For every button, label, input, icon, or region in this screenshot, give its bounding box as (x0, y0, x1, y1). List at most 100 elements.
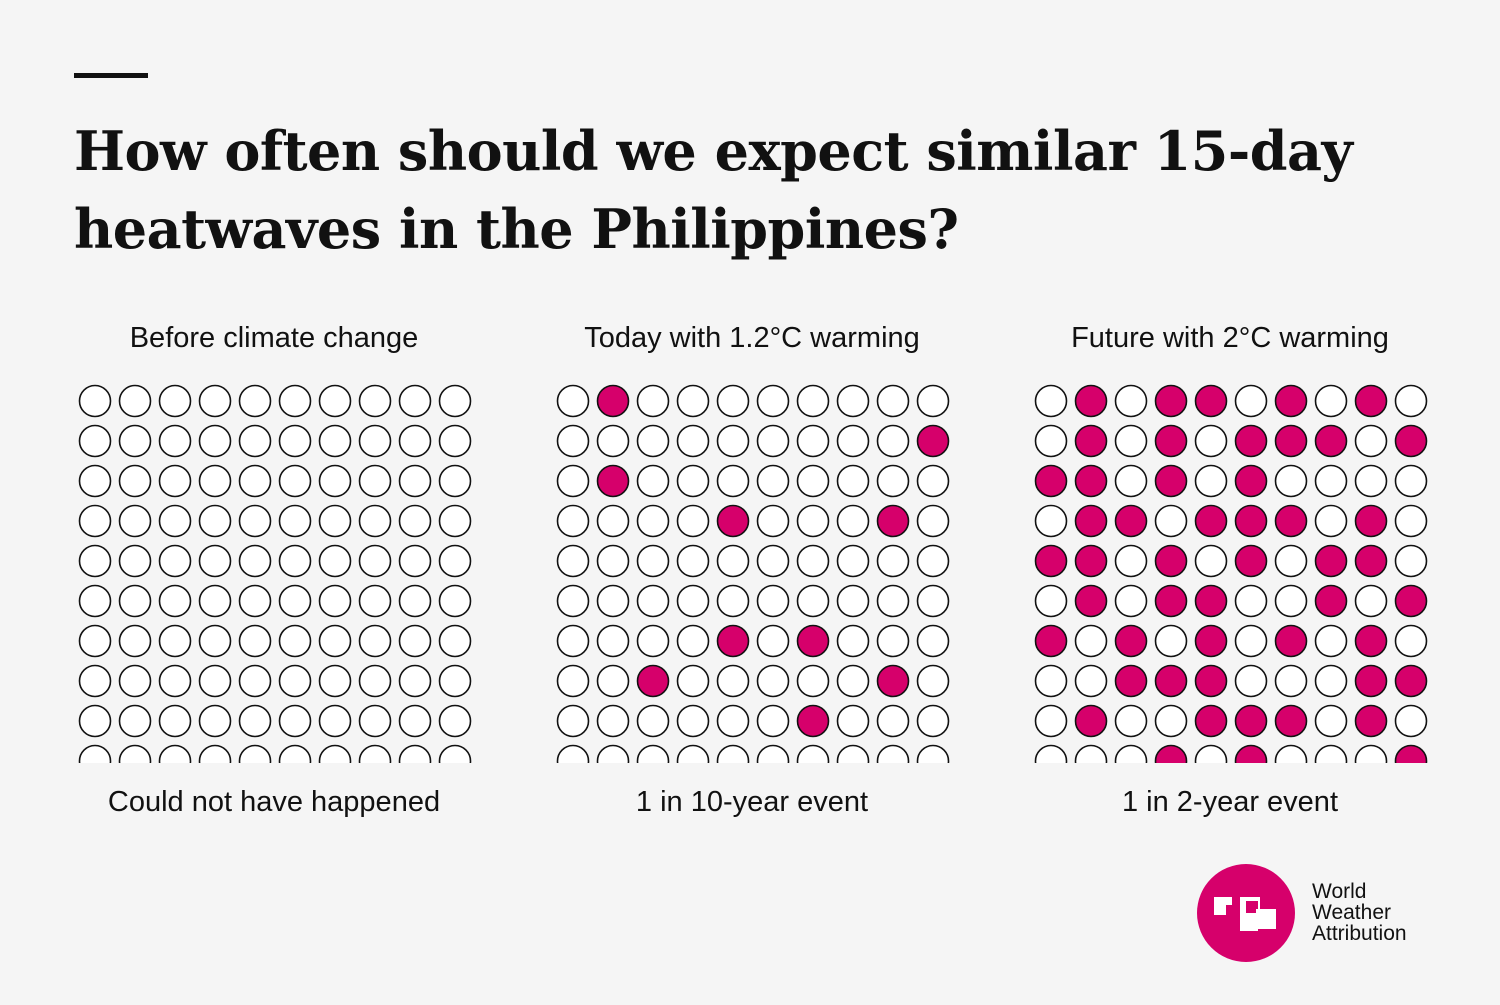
waffle-dot-empty (438, 464, 472, 498)
waffle-dot-filled (596, 384, 630, 418)
waffle-dot-empty (78, 424, 112, 458)
waffle-dot-empty (1114, 704, 1148, 738)
waffle-dot-empty (636, 624, 670, 658)
waffle-dot-empty (756, 384, 790, 418)
waffle-dot-filled (1274, 704, 1308, 738)
waffle-dot-empty (118, 504, 152, 538)
waffle-grid (78, 384, 472, 763)
waffle-dot-empty (796, 544, 830, 578)
waffle-dot-empty (1074, 664, 1108, 698)
waffle-dot-empty (756, 424, 790, 458)
waffle-dot-empty (596, 584, 630, 618)
waffle-dot-filled (796, 624, 830, 658)
waffle-dot-empty (756, 464, 790, 498)
waffle-dot-empty (118, 424, 152, 458)
waffle-dot-empty (1274, 744, 1308, 763)
waffle-dot-empty (836, 544, 870, 578)
panel-caption: Could not have happened (107, 786, 441, 818)
waffle-dot-empty (78, 384, 112, 418)
waffle-dot-filled (876, 664, 910, 698)
waffle-dot-empty (1194, 424, 1228, 458)
waffle-dot-empty (278, 504, 312, 538)
waffle-dot-empty (358, 624, 392, 658)
waffle-dot-empty (158, 584, 192, 618)
waffle-dot-empty (198, 424, 232, 458)
waffle-dot-empty (796, 464, 830, 498)
waffle-dot-empty (118, 584, 152, 618)
waffle-dot-filled (1274, 504, 1308, 538)
waffle-dot-empty (676, 424, 710, 458)
waffle-dot-empty (358, 744, 392, 763)
waffle-dot-empty (398, 744, 432, 763)
waffle-dot-empty (676, 584, 710, 618)
waffle-dot-empty (1274, 464, 1308, 498)
waffle-dot-filled (1354, 504, 1388, 538)
waffle-dot-filled (596, 464, 630, 498)
waffle-dot-empty (238, 544, 272, 578)
waffle-dot-filled (1154, 664, 1188, 698)
waffle-dot-empty (118, 464, 152, 498)
waffle-grid (556, 384, 950, 763)
waffle-dot-empty (1354, 584, 1388, 618)
waffle-dot-empty (836, 424, 870, 458)
waffle-dot-empty (596, 424, 630, 458)
waffle-dot-empty (916, 704, 950, 738)
waffle-dot-empty (1234, 384, 1268, 418)
panel-caption: 1 in 10-year event (635, 786, 869, 818)
waffle-dot-filled (1274, 384, 1308, 418)
panel-caption: 1 in 2-year event (1121, 786, 1338, 818)
waffle-dot-empty (1394, 384, 1428, 418)
waffle-dot-empty (238, 624, 272, 658)
waffle-dot-filled (1394, 584, 1428, 618)
waffle-dot-empty (398, 504, 432, 538)
waffle-dot-empty (1314, 664, 1348, 698)
waffle-dot-empty (636, 464, 670, 498)
waffle-dot-empty (278, 624, 312, 658)
waffle-dot-empty (158, 544, 192, 578)
waffle-dot-filled (1194, 664, 1228, 698)
waffle-dot-empty (716, 584, 750, 618)
waffle-dot-filled (1074, 464, 1108, 498)
waffle-dot-empty (278, 424, 312, 458)
waffle-dot-empty (318, 744, 352, 763)
waffle-dot-empty (398, 664, 432, 698)
waffle-dot-empty (278, 464, 312, 498)
waffle-dot-empty (1114, 544, 1148, 578)
waffle-dot-empty (318, 704, 352, 738)
waffle-dot-empty (158, 704, 192, 738)
waffle-dot-empty (876, 464, 910, 498)
waffle-dot-empty (876, 384, 910, 418)
waffle-dot-empty (756, 544, 790, 578)
waffle-dot-empty (1314, 744, 1348, 763)
logo-line: Attribution (1312, 922, 1407, 945)
waffle-dot-empty (876, 424, 910, 458)
waffle-dot-empty (438, 384, 472, 418)
waffle-dot-empty (118, 744, 152, 763)
waffle-dot-empty (78, 744, 112, 763)
waffle-dot-filled (1194, 384, 1228, 418)
waffle-dot-empty (278, 664, 312, 698)
waffle-dot-empty (836, 664, 870, 698)
waffle-dot-empty (438, 424, 472, 458)
waffle-dot-empty (398, 584, 432, 618)
waffle-dot-filled (1154, 464, 1188, 498)
waffle-dot-filled (1114, 504, 1148, 538)
waffle-dot-empty (1194, 544, 1228, 578)
waffle-dot-empty (78, 624, 112, 658)
waffle-dot-filled (1074, 504, 1108, 538)
waffle-dot-empty (158, 424, 192, 458)
waffle-dot-empty (198, 624, 232, 658)
waffle-dot-filled (1074, 384, 1108, 418)
waffle-dot-empty (676, 544, 710, 578)
waffle-dot-empty (876, 544, 910, 578)
waffle-dot-empty (556, 704, 590, 738)
waffle-dot-empty (676, 464, 710, 498)
waffle-dot-empty (78, 504, 112, 538)
waffle-dot-empty (836, 384, 870, 418)
waffle-dot-empty (1234, 664, 1268, 698)
waffle-dot-empty (438, 624, 472, 658)
waffle-dot-empty (158, 464, 192, 498)
waffle-dot-empty (318, 384, 352, 418)
waffle-dot-empty (358, 704, 392, 738)
waffle-dot-filled (716, 504, 750, 538)
